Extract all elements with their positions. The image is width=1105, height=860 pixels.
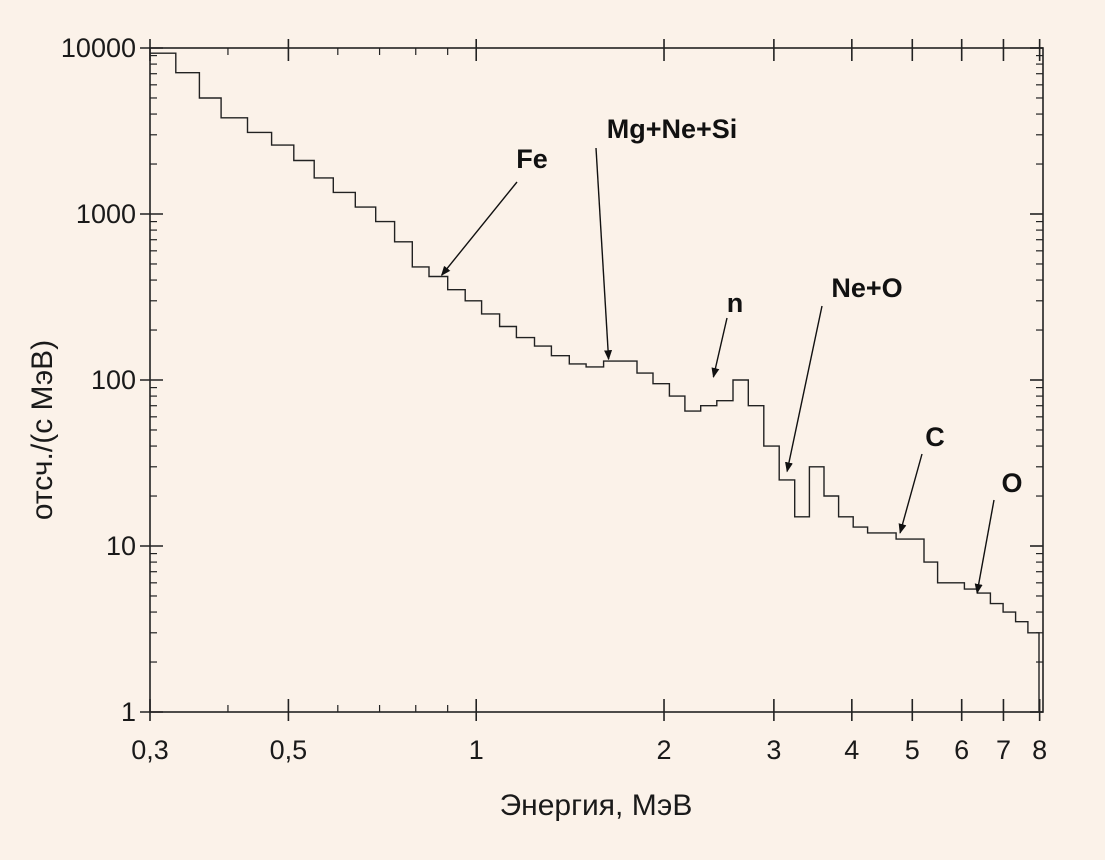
x-tick-label: 5: [905, 735, 920, 765]
annotation-arrow-mg-ne-si: [595, 147, 613, 361]
annotation-arrow-c: [898, 453, 923, 534]
y-tick-label: 1000: [76, 199, 136, 229]
x-tick-label: 7: [996, 735, 1011, 765]
x-tick-label: 4: [844, 735, 859, 765]
annotation-arrow-fe: [440, 181, 518, 277]
y-tick-label: 10000: [61, 33, 136, 63]
x-tick-labels: 0,3 0,5 1 2 3 4 5 6 7 8: [131, 735, 1047, 765]
y-tick-label: 10: [106, 531, 136, 561]
spectrum-series-line: [150, 52, 1040, 712]
x-tick-label: 8: [1032, 735, 1047, 765]
annotation-label-ne-o: Ne+O: [831, 273, 902, 303]
x-tick-label: 3: [766, 735, 781, 765]
annotation-arrow-n: [711, 317, 728, 378]
x-tick-label: 0,5: [270, 735, 308, 765]
axis-ticks: [140, 39, 1043, 721]
x-tick-label: 1: [469, 735, 484, 765]
x-tick-label: 6: [954, 735, 969, 765]
y-axis-title: отсч./(с МэВ): [26, 340, 59, 520]
annotation-label-fe: Fe: [516, 144, 548, 174]
annotation-label-c: C: [925, 422, 945, 452]
plot-frame: [149, 47, 1044, 713]
annotation-label-mg-ne-si: Mg+Ne+Si: [607, 114, 738, 144]
x-tick-label: 2: [657, 735, 672, 765]
y-tick-label: 1: [121, 697, 136, 727]
peak-annotations: Fe Mg+Ne+Si n Ne+O C O: [440, 114, 1023, 594]
annotation-label-o: O: [1001, 468, 1022, 498]
x-axis-title: Энергия, МэВ: [500, 789, 693, 822]
annotation-arrow-o: [974, 499, 995, 594]
x-tick-label: 0,3: [131, 735, 169, 765]
annotation-arrow-ne-o: [785, 305, 823, 473]
y-tick-label: 100: [91, 365, 136, 395]
y-tick-labels: 1 10 100 1000 10000: [61, 33, 136, 727]
annotation-label-n: n: [727, 288, 744, 318]
